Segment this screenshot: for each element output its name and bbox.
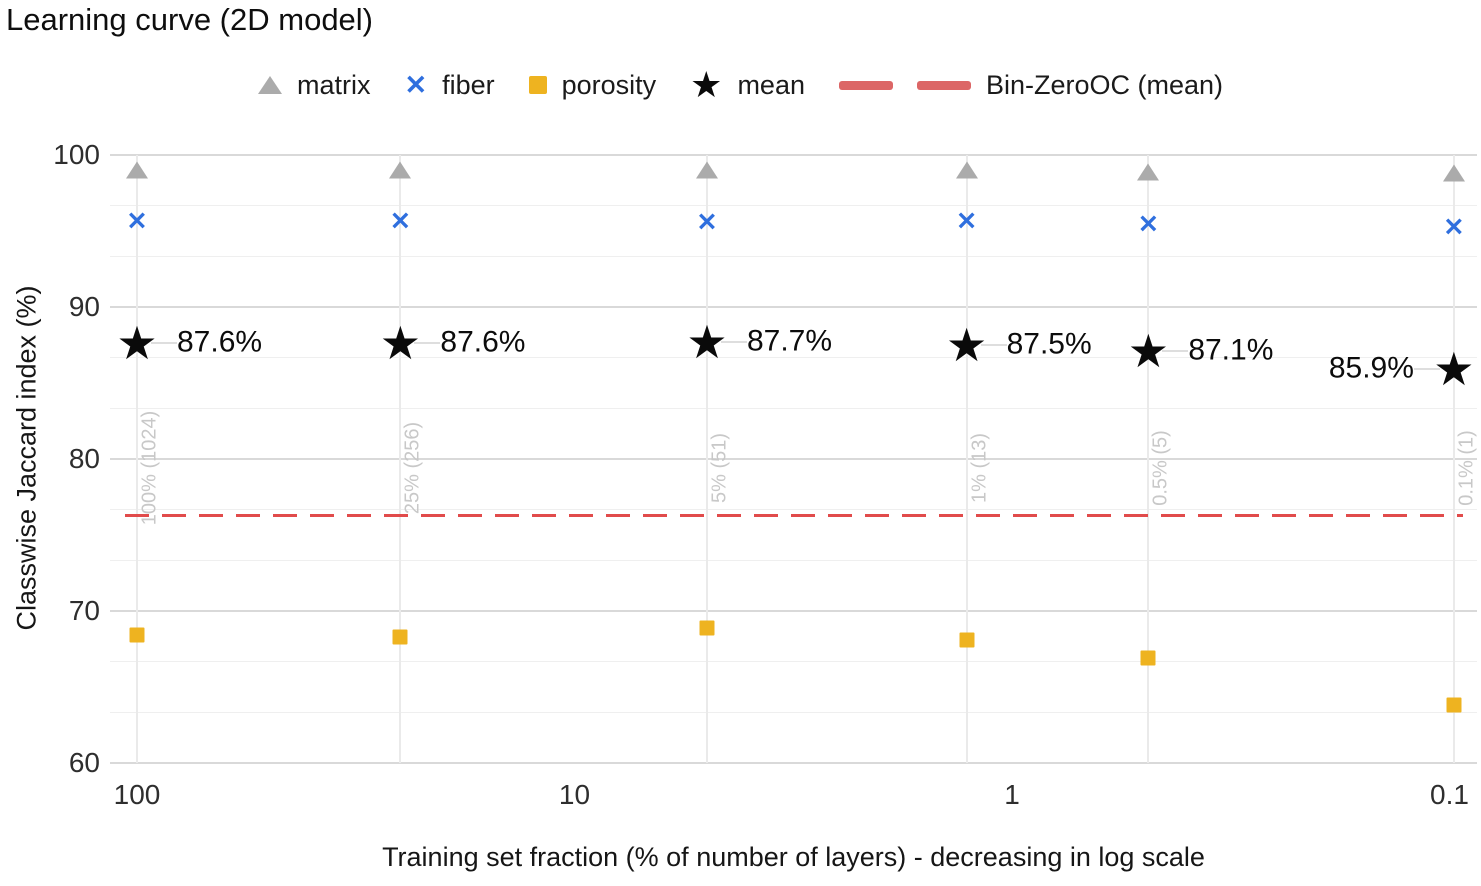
point-fraction-label: 0.5% (5) — [1149, 430, 1172, 506]
dashed-line-icon — [838, 80, 971, 90]
minor-gridline — [110, 205, 1477, 207]
porosity-point-marker — [392, 629, 408, 645]
star-marker-icon: ★ — [690, 63, 723, 105]
point-fraction-label: 0.1% (1) — [1455, 430, 1478, 506]
point-fraction-label: 1% (13) — [968, 432, 991, 504]
y-tick-label: 100 — [53, 139, 100, 170]
minor-gridline — [110, 711, 1477, 713]
matrix-point-marker — [1442, 164, 1465, 182]
fiber-point-marker: ✕ — [956, 207, 978, 236]
vertical-gridline — [965, 155, 968, 763]
fiber-point-marker: ✕ — [1137, 210, 1159, 239]
legend-item-baseline: Bin-ZeroOC (mean) — [838, 69, 1224, 101]
porosity-point-marker — [959, 632, 975, 648]
vertical-gridline — [1147, 155, 1150, 763]
minor-gridline — [110, 559, 1477, 561]
mean-point-marker: ★ — [1433, 343, 1475, 396]
porosity-point-marker — [1446, 697, 1462, 713]
mean-point-marker: ★ — [945, 319, 988, 371]
mean-annotation: 87.6% — [440, 325, 526, 359]
matrix-point-marker — [126, 161, 148, 179]
mean-point-marker: ★ — [686, 315, 728, 368]
x-tick-label: 100 — [113, 779, 161, 810]
x-marker-icon: ✕ — [404, 69, 428, 100]
porosity-point-marker — [129, 627, 145, 643]
fiber-point-marker: ✕ — [696, 208, 718, 237]
chart-title: Learning curve (2D model) — [6, 2, 374, 37]
annotation-leader-line — [414, 342, 441, 345]
vertical-gridline — [1452, 155, 1455, 763]
y-tick-label: 60 — [68, 747, 100, 778]
annotation-leader-line — [720, 340, 747, 343]
mean-annotation: 87.7% — [746, 324, 833, 358]
mean-point-marker: ★ — [116, 317, 158, 370]
matrix-point-marker — [1137, 163, 1160, 181]
legend-item-fiber: ✕ fiber — [404, 70, 494, 101]
mean-annotation: 87.5% — [1006, 327, 1092, 361]
x-tick-label: 0.1 — [1430, 779, 1469, 810]
vertical-gridline — [136, 155, 138, 763]
baseline-dashed-line — [125, 514, 1463, 518]
x-tick-label: 10 — [558, 779, 591, 810]
major-gridline — [110, 762, 1477, 764]
minor-gridline — [110, 357, 1477, 359]
porosity-point-marker — [1140, 650, 1156, 666]
fiber-point-marker: ✕ — [389, 207, 411, 236]
annotation-leader-line — [151, 342, 177, 345]
x-tick-label: 1 — [1004, 779, 1020, 810]
legend-item-matrix: matrix — [257, 69, 371, 101]
minor-gridline — [110, 661, 1477, 663]
y-axis-title: Classwise Jaccard index (%) — [11, 285, 42, 631]
matrix-point-marker — [695, 161, 718, 179]
legend-label-baseline: Bin-ZeroOC (mean) — [985, 69, 1224, 100]
point-fraction-label: 5% (51) — [708, 432, 731, 504]
fiber-point-marker: ✕ — [1443, 213, 1465, 242]
y-tick-label: 90 — [68, 291, 100, 322]
mean-annotation: 85.9% — [1328, 351, 1414, 385]
legend-item-porosity: porosity — [528, 69, 657, 101]
minor-gridline — [110, 407, 1477, 409]
major-gridline — [110, 458, 1477, 460]
major-gridline — [110, 610, 1477, 612]
matrix-point-marker — [955, 161, 978, 179]
legend-label-fiber: fiber — [442, 69, 495, 100]
square-marker-icon — [528, 76, 547, 94]
legend-item-mean: ★ mean — [690, 63, 805, 105]
annotation-leader-line — [1162, 350, 1189, 353]
mean-point-marker: ★ — [1127, 325, 1169, 378]
vertical-gridline — [705, 155, 708, 763]
x-axis-title: Training set fraction (% of number of la… — [382, 842, 1205, 872]
major-gridline — [110, 154, 1477, 156]
legend-label-mean: mean — [737, 69, 805, 100]
minor-gridline — [110, 509, 1477, 511]
y-tick-label: 70 — [68, 595, 100, 626]
annotation-leader-line — [1413, 368, 1440, 371]
triangle-marker-icon — [257, 76, 282, 94]
point-fraction-label: 100% (1024) — [138, 410, 161, 526]
major-gridline — [110, 306, 1477, 308]
mean-annotation: 87.1% — [1188, 333, 1274, 367]
fiber-point-marker: ✕ — [126, 207, 148, 236]
y-tick-label: 80 — [68, 443, 100, 474]
porosity-point-marker — [699, 620, 715, 636]
vertical-gridline — [399, 155, 402, 763]
point-fraction-label: 25% (256) — [401, 421, 424, 515]
legend-label-porosity: porosity — [561, 69, 657, 100]
mean-annotation: 87.6% — [177, 325, 263, 359]
minor-gridline — [110, 255, 1477, 257]
legend-label-matrix: matrix — [296, 69, 371, 100]
mean-point-marker: ★ — [379, 317, 422, 370]
matrix-point-marker — [389, 161, 412, 179]
annotation-leader-line — [980, 344, 1007, 346]
legend: matrix ✕ fiber porosity ★ mean Bin-ZeroO… — [0, 60, 1481, 110]
